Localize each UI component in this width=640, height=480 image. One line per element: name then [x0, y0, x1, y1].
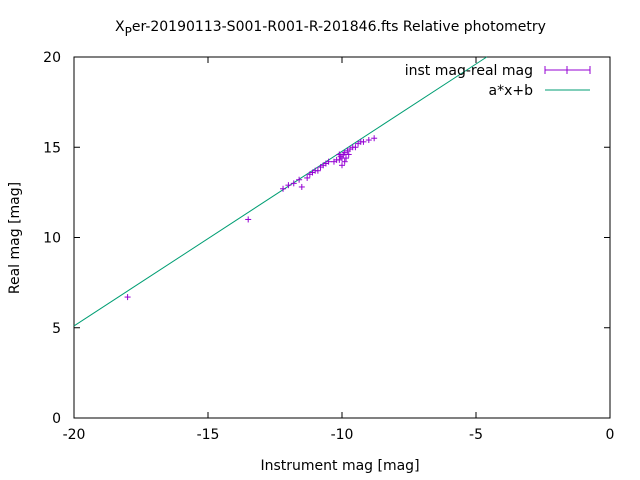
y-tick-label: 20	[43, 50, 61, 66]
data-point	[360, 138, 367, 145]
plot-frame	[73, 56, 611, 419]
chart-title-rest: er-20190113-S001-R001-R-201846.fts Relat…	[132, 19, 546, 35]
data-points-group	[124, 135, 378, 301]
data-point	[285, 182, 292, 189]
axis-ticks: -20 -15 -10 -5 0 0 5 10 15 20	[43, 50, 614, 443]
legend-label-fit: a*x+b	[489, 83, 534, 99]
data-point	[304, 174, 311, 181]
data-point	[296, 176, 303, 183]
x-tick-label: -5	[469, 427, 483, 443]
data-point	[341, 158, 348, 165]
y-tick-label: 5	[52, 321, 61, 337]
x-tick-label: -20	[63, 427, 86, 443]
fit-line	[73, 56, 487, 327]
data-point	[352, 144, 359, 151]
legend-sample-points	[544, 66, 591, 74]
data-point	[365, 137, 372, 144]
y-tick-label: 0	[52, 411, 61, 427]
data-point	[124, 294, 131, 301]
x-tick-label: 0	[606, 427, 615, 443]
data-point	[314, 167, 321, 174]
data-point	[290, 180, 297, 187]
data-point	[339, 162, 345, 169]
legend-label-points: inst mag-real mag	[405, 63, 533, 79]
y-tick-label: 10	[43, 231, 61, 247]
x-tick-label: -10	[331, 427, 354, 443]
data-point	[343, 155, 350, 162]
data-point	[345, 151, 352, 158]
y-axis-label: Real mag [mag]	[7, 182, 23, 294]
data-point	[245, 216, 252, 223]
x-tick-label: -15	[197, 427, 220, 443]
chart-title: XPer-20190113-S001-R001-R-201846.fts Rel…	[115, 19, 546, 39]
data-point	[336, 151, 343, 158]
data-point	[325, 158, 332, 165]
data-point	[371, 135, 378, 142]
chart-title-main: X	[115, 19, 125, 35]
data-point	[298, 183, 305, 190]
chart-title-sub: P	[125, 25, 132, 39]
legend: inst mag-real mag a*x+b	[405, 63, 591, 99]
x-axis-label: Instrument mag [mag]	[260, 458, 419, 474]
y-tick-label: 15	[43, 140, 61, 156]
fit-line-group	[73, 56, 487, 327]
data-point	[280, 185, 287, 192]
